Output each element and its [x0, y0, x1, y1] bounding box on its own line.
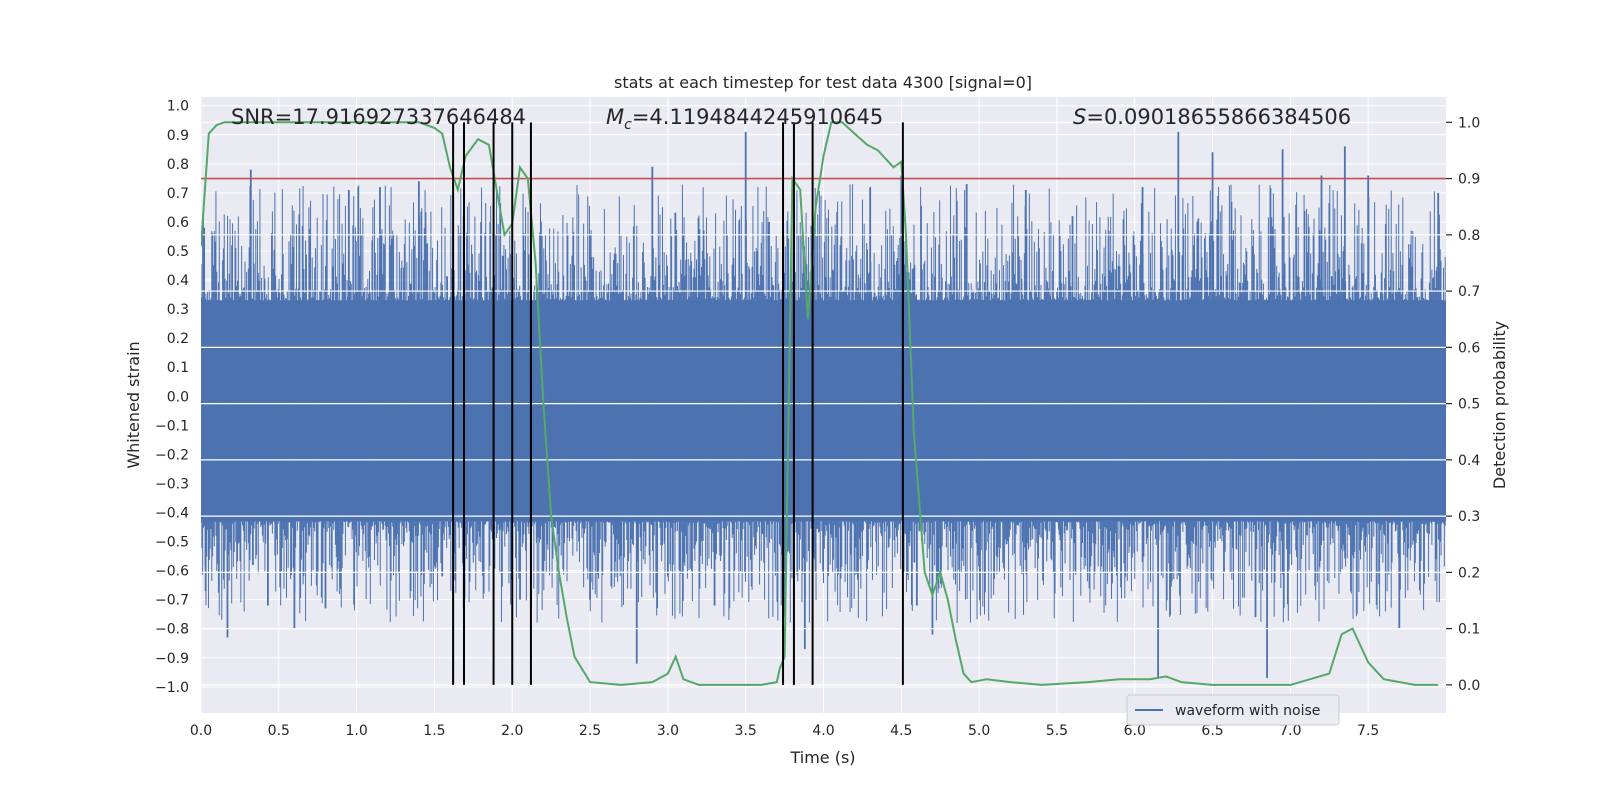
x-tick-label-10: 5.0: [968, 723, 990, 739]
chart-title: stats at each timestep for test data 430…: [614, 73, 1032, 92]
band-gridlines: [201, 121, 1446, 686]
y-tick-label-11: −0.1: [155, 418, 189, 434]
x-tick-label-3: 1.5: [423, 723, 445, 739]
y2-tick-label-10: 0.0: [1458, 678, 1480, 694]
y2-tick-label-9: 0.1: [1458, 622, 1480, 638]
x-tick-label-4: 2.0: [501, 723, 523, 739]
x-axis-label: Time (s): [789, 748, 855, 767]
y2-tick-label-0: 1.0: [1458, 115, 1480, 131]
y-tick-label-14: −0.4: [155, 506, 189, 522]
x-tick-label-14: 7.0: [1279, 723, 1301, 739]
y-tick-label-5: 0.5: [167, 244, 189, 260]
y-tick-label-7: 0.3: [167, 302, 189, 318]
y2-tick-label-8: 0.2: [1458, 565, 1480, 581]
legend-label: waveform with noise: [1175, 703, 1320, 719]
x-tick-label-1: 0.5: [268, 723, 290, 739]
x-tick-label-13: 6.5: [1201, 723, 1223, 739]
event-markers: [452, 122, 904, 685]
chirp-mass-symbol: M: [606, 105, 624, 129]
y-tick-label-4: 0.6: [167, 215, 189, 231]
x-tick-label-15: 7.5: [1357, 723, 1379, 739]
x-tick-label-7: 3.5: [735, 723, 757, 739]
waveform-noise: [201, 184, 1446, 623]
legend-box: [1126, 694, 1340, 726]
s-value: =0.09018655866384506: [1086, 105, 1351, 129]
y2-tick-label-1: 0.9: [1458, 172, 1480, 188]
y-tick-label-17: −0.7: [155, 593, 189, 609]
y-tick-label-12: −0.2: [155, 447, 189, 463]
y-tick-label-8: 0.2: [167, 331, 189, 347]
waveform-spikes: [203, 131, 1440, 679]
y-tick-label-13: −0.3: [155, 476, 189, 492]
y-tick-label-1: 0.9: [167, 128, 189, 144]
x-tick-label-12: 6.0: [1124, 723, 1146, 739]
y-tick-label-20: −1.0: [155, 680, 189, 696]
y2-tick-label-6: 0.4: [1458, 453, 1480, 469]
y-tick-label-18: −0.8: [155, 622, 189, 638]
y2-tick-label-5: 0.5: [1458, 397, 1480, 413]
y-tick-label-0: 1.0: [167, 99, 189, 115]
x-tick-label-5: 2.5: [579, 723, 601, 739]
x-tick-label-9: 4.5: [890, 723, 912, 739]
y-tick-label-6: 0.4: [167, 273, 189, 289]
y-tick-label-19: −0.9: [155, 651, 189, 667]
x-tick-label-6: 3.0: [657, 723, 679, 739]
y-tick-label-3: 0.7: [167, 186, 189, 202]
chirp-mass-subscript: c: [624, 117, 632, 133]
y-tick-label-15: −0.5: [155, 535, 189, 551]
s-symbol: S: [1073, 105, 1086, 129]
y2-tick-label-7: 0.3: [1458, 509, 1480, 525]
y-axis-ticks: 1.0 0.9 0.8 0.7 0.6 0.5 0.4 0.3 0.2 0.1 0.0 −0.1 −0.…: [155, 99, 189, 696]
y2-axis-ticks: 1.0 0.9 0.8 0.7 0.6 0.5 0.4 0.3 0.2 0.1 0.0: [1446, 115, 1480, 694]
y-tick-label-2: 0.8: [167, 157, 189, 173]
x-tick-label-2: 1.0: [345, 723, 367, 739]
y-tick-label-10: 0.0: [167, 389, 189, 405]
x-tick-label-11: 5.5: [1046, 723, 1068, 739]
s-annotation: S=0.09018655866384506: [1073, 105, 1351, 129]
y2-tick-label-3: 0.7: [1458, 284, 1480, 300]
y-tick-label-9: 0.1: [167, 360, 189, 376]
x-tick-label-8: 4.0: [812, 723, 834, 739]
y-tick-label-16: −0.6: [155, 564, 189, 580]
chirp-mass-annotation: Mc=4.1194844245910645: [606, 105, 883, 133]
y2-tick-label-4: 0.6: [1458, 340, 1480, 356]
chirp-mass-value: =4.1194844245910645: [632, 105, 883, 129]
legend: waveform with noise: [1126, 694, 1340, 726]
x-tick-label-0: 0.0: [190, 723, 212, 739]
x-axis-ticks: 0.0 0.5 1.0 1.5 2.0 2.5 3.0 3.5 4.0 4.5 5.0 5.5 6.0 6…: [190, 723, 1379, 739]
y2-axis-label: Detection probability: [1490, 321, 1509, 489]
snr-annotation: SNR=17.916927337646484: [231, 105, 526, 129]
y2-tick-label-2: 0.8: [1458, 228, 1480, 244]
y-axis-label: Whitened strain: [124, 341, 143, 468]
